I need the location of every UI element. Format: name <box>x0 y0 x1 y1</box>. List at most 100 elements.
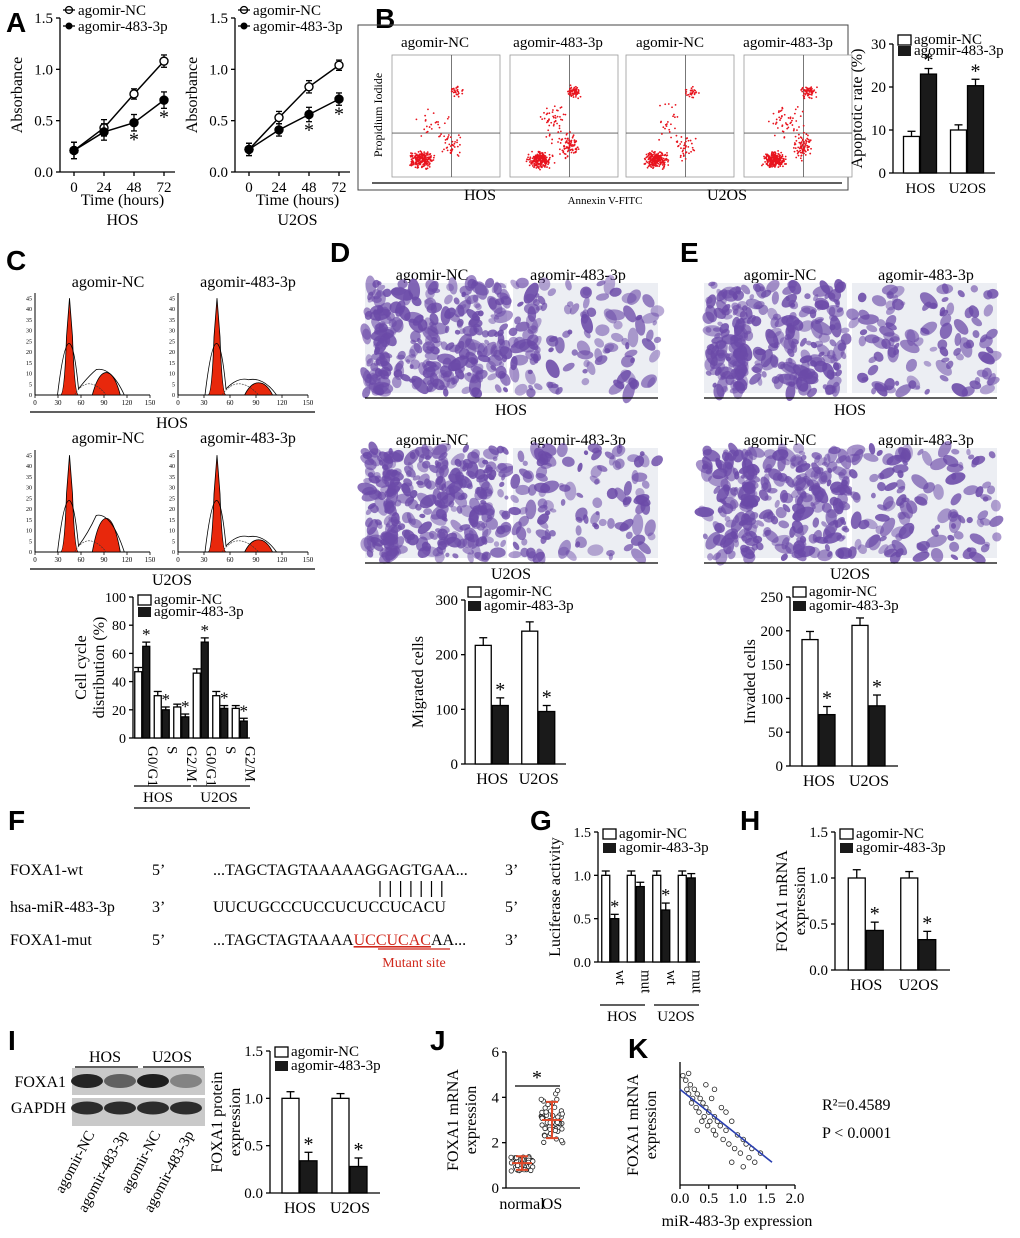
panel-b-flow-dot <box>793 142 796 144</box>
panel-e-image-hos-ago-cell <box>935 359 952 376</box>
panel-b-flow-dot <box>447 134 450 136</box>
panel-f-mut-sequence: ...TAGCTAGTAAAAUCCUCACAA... <box>213 932 466 949</box>
panel-b-flow-dot <box>543 111 545 114</box>
panel-g-bar-bar <box>652 874 662 963</box>
panel-b-flow-dot <box>535 164 538 167</box>
panel-a-y-label: Absorbance <box>9 57 26 133</box>
panel-i-bar-bar <box>331 1097 350 1194</box>
panel-d-image-u2os-nc-cell <box>482 459 489 465</box>
panel-e-image-u2os-nc-cell <box>767 487 778 494</box>
panel-e-image-u2os-ago-cell <box>988 451 996 459</box>
panel-d-image-u2os-ago-cell <box>527 484 537 496</box>
panel-e-image-hos-nc-cell <box>816 344 831 357</box>
panel-b-flow-dot <box>647 152 650 155</box>
panel-f-mut-seq-post: AA... <box>431 932 466 949</box>
panel-d-image-hos-nc-cell <box>499 372 511 386</box>
panel-b-flow-dot <box>683 142 686 144</box>
panel-c-header: agomir-483-3p <box>200 430 296 447</box>
panel-d-image-u2os-ago-cell <box>616 444 623 455</box>
panel-e-image-hos-nc-cell <box>710 281 718 289</box>
panel-k-point <box>711 1086 718 1093</box>
panel-g-legend-swatch-nc <box>602 828 617 840</box>
panel-b-flow-dot <box>804 143 807 146</box>
panel-e-image-u2os-nc-cell <box>810 483 821 496</box>
panel-c-bar-y-tick-label: 40 <box>112 676 126 691</box>
panel-e-image-u2os-nc-cell <box>716 486 730 503</box>
panel-b-flow-dot <box>797 137 800 140</box>
panel-b-flow-dot <box>778 159 780 162</box>
panel-b-flow-dot <box>806 87 809 90</box>
panel-d-cell-label-u2os: U2OS <box>491 566 531 583</box>
panel-a-hos-series-line <box>73 99 165 152</box>
panel-d-image-u2os-nc-cell <box>392 468 402 476</box>
panel-d-image-hos-nc-cell <box>427 280 439 295</box>
panel-c-bar-category-label: S <box>222 746 238 754</box>
panel-d-image-hos-ago-cell <box>616 369 631 384</box>
panel-j-point <box>508 1168 514 1174</box>
panel-d-image-hos-nc-cell <box>409 348 416 357</box>
panel-e-image-u2os-ago-cell <box>848 469 858 479</box>
panel-b-flow-dot <box>459 136 462 139</box>
panel-b-bar-category-label: U2OS <box>949 181 987 197</box>
panel-k-point <box>712 1132 719 1138</box>
panel-a-u2os-point <box>304 109 314 120</box>
panel-d-image-hos-ago-cell <box>576 340 591 356</box>
panel-e-image-u2os-nc-cell <box>838 467 852 481</box>
panel-e-image-u2os-ago-cell <box>879 467 895 480</box>
panel-e-image-u2os-nc-cell <box>795 474 802 480</box>
panel-d-image-u2os-ago-cell <box>639 451 645 457</box>
panel-d-image-u2os-nc-cell <box>501 510 511 520</box>
panel-a-hos-series-line <box>73 60 165 152</box>
panel-c-histogram-u2os-nc-tick-label: 15 <box>26 518 32 524</box>
panel-d-image-hos-ago-cell <box>540 302 548 312</box>
panel-c-histogram-hos-nc-g2-peak <box>91 372 121 396</box>
panel-b-bar-y-tick-label: 30 <box>871 37 886 53</box>
panel-b-flow-dot <box>424 119 427 121</box>
panel-e-image-hos-nc-cell <box>792 319 804 331</box>
panel-c-bar-bar <box>212 695 221 739</box>
panel-a-hos-x-tick-label: 0 <box>70 180 78 196</box>
panel-d-image-u2os-nc-cell <box>476 486 488 500</box>
panel-d-image-hos-nc-cell <box>397 279 408 289</box>
panel-i-band-foxa1 <box>170 1074 202 1088</box>
panel-b-flow-dot <box>698 92 700 94</box>
panel-b-flow-dot <box>777 111 780 114</box>
panel-k-point <box>723 1109 729 1115</box>
panel-e-legend-nc: agomir-NC <box>809 584 877 600</box>
panel-b-flow-dot <box>690 142 693 145</box>
panel-d-image-u2os-nc-cell <box>483 474 488 482</box>
panel-d-image-hos-nc-cell <box>430 322 448 335</box>
panel-b-flow-dot <box>566 137 569 140</box>
panel-e-image-u2os-nc-cell <box>768 468 783 481</box>
panel-e-bar-category-label: HOS <box>803 773 835 790</box>
panel-e-image-u2os-nc-cell <box>820 470 832 483</box>
panel-e-image-u2os-nc-cell <box>702 445 712 456</box>
panel-e-image-hos-ago-cell <box>941 283 949 294</box>
panel-b-flow-dot <box>802 147 805 150</box>
panel-h-bar-sig-star: * <box>870 903 880 925</box>
panel-d-image-u2os-nc-cell <box>495 462 514 474</box>
panel-i-bar-bar <box>299 1160 318 1194</box>
panel-c-header: agomir-483-3p <box>200 274 296 291</box>
panel-g-bar-category-label: mut <box>688 970 704 994</box>
panel-b-flow-dot <box>531 163 533 165</box>
panel-b-flow-dot <box>802 94 805 97</box>
panel-b-flow-dot <box>569 131 571 133</box>
panel-b-flow-dot <box>800 147 803 149</box>
panel-d-image-u2os-nc-cell <box>482 526 489 538</box>
panel-e-image-u2os-ago-cell <box>945 472 966 485</box>
panel-b-flow-dot <box>547 129 550 132</box>
panel-h-legend-swatch-ago <box>840 843 853 853</box>
panel-d-image-u2os-nc-cell <box>409 451 416 460</box>
panel-b-flow-dot <box>695 91 698 94</box>
panel-b-flow-dot <box>783 113 786 116</box>
panel-d-image-u2os-ago-cell <box>537 519 549 530</box>
panel-e-image-hos-nc-cell <box>718 366 737 380</box>
panel-b-flow-dot <box>771 151 774 154</box>
panel-b-flow-dot <box>454 140 456 143</box>
panel-e-image-hos-nc-cell <box>766 327 782 339</box>
panel-b-flow-dot <box>573 92 576 94</box>
panel-d-image-hos-nc-cell <box>360 367 372 384</box>
panel-letter-e: E <box>680 237 699 268</box>
panel-b-flow-dot <box>807 89 809 92</box>
